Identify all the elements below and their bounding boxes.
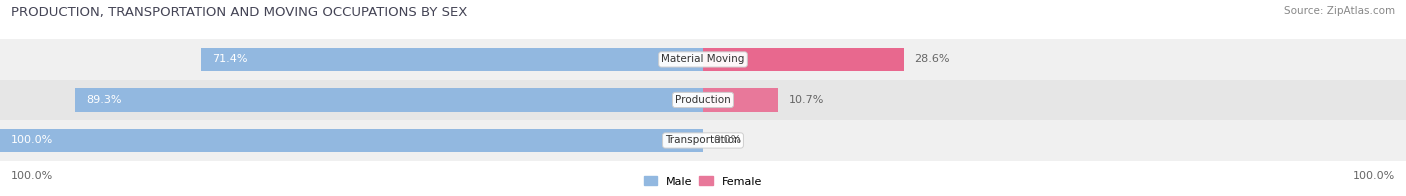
Bar: [0, 39, 1406, 80]
Text: 100.0%: 100.0%: [1353, 171, 1395, 181]
Bar: [0, 129, 703, 152]
Legend: Male, Female: Male, Female: [644, 176, 762, 187]
Text: 100.0%: 100.0%: [10, 135, 53, 145]
Text: Source: ZipAtlas.com: Source: ZipAtlas.com: [1284, 6, 1395, 16]
Bar: [0, 80, 1406, 120]
Text: 28.6%: 28.6%: [915, 54, 950, 64]
Text: PRODUCTION, TRANSPORTATION AND MOVING OCCUPATIONS BY SEX: PRODUCTION, TRANSPORTATION AND MOVING OC…: [11, 6, 468, 19]
Text: 0.0%: 0.0%: [713, 135, 742, 145]
Text: 100.0%: 100.0%: [11, 171, 53, 181]
Text: 10.7%: 10.7%: [789, 95, 824, 105]
Text: 71.4%: 71.4%: [211, 54, 247, 64]
Bar: [201, 48, 703, 71]
Bar: [76, 88, 703, 112]
Text: Material Moving: Material Moving: [661, 54, 745, 64]
Bar: [0, 120, 1406, 161]
Bar: [703, 88, 779, 112]
Bar: [703, 48, 904, 71]
Text: 89.3%: 89.3%: [86, 95, 121, 105]
Text: Transportation: Transportation: [665, 135, 741, 145]
Text: Production: Production: [675, 95, 731, 105]
